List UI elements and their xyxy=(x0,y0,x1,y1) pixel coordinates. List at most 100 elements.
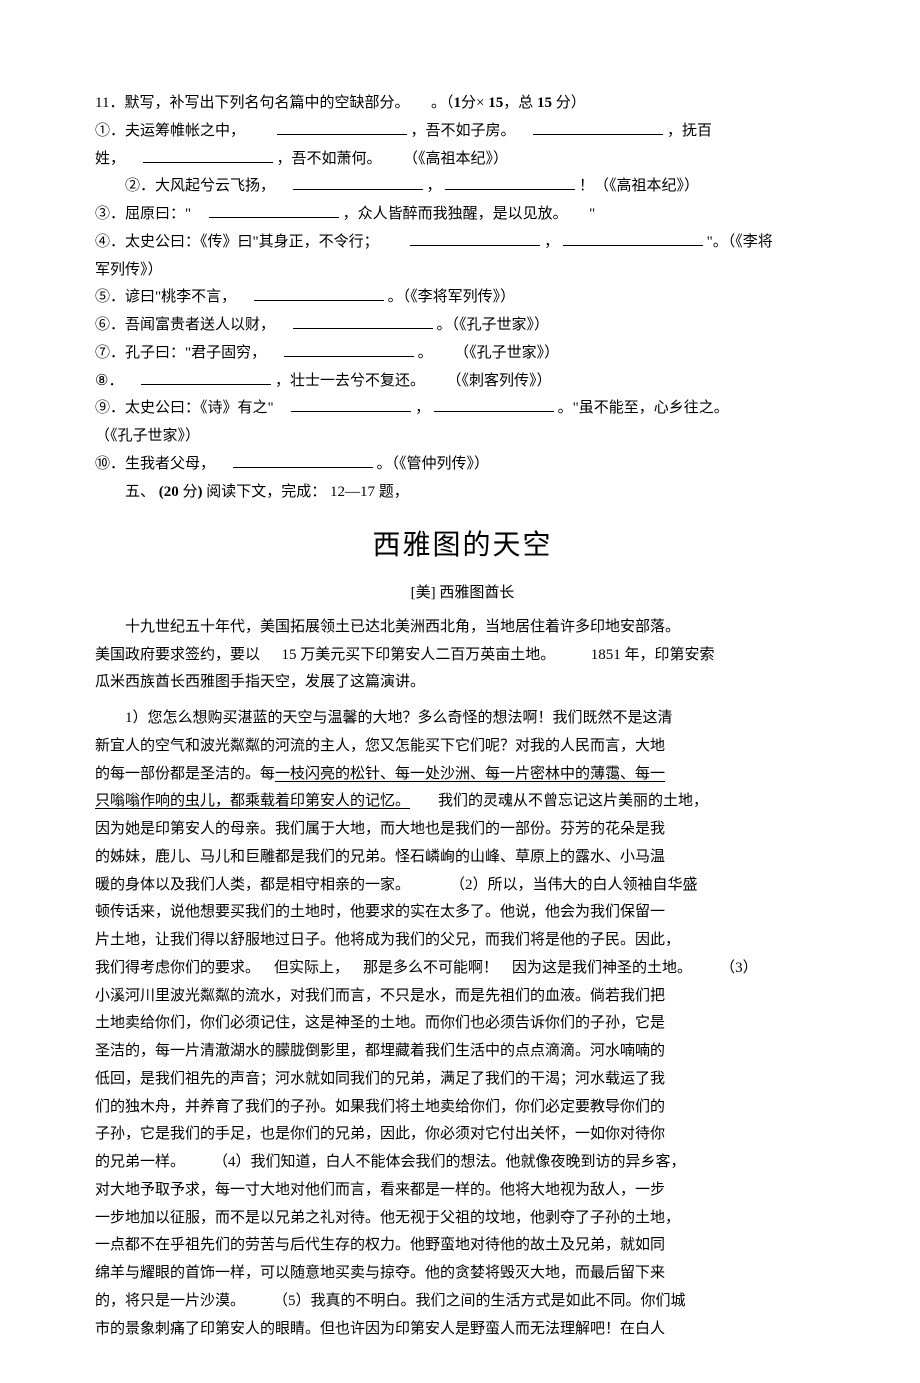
blank xyxy=(563,230,703,246)
q11-head-d: 分× xyxy=(461,95,484,111)
q11-l5b: 。（《李将军列传》） xyxy=(388,289,516,305)
essay-line: 一步地加以征服，而不是以兄弟之礼对待。他无视于父祖的坟地，他剥夺了子孙的土地， xyxy=(95,1210,680,1226)
blank xyxy=(284,341,414,357)
q11-l4d: 军列传》） xyxy=(95,262,163,278)
q11-l2c: ！（《高祖本纪》） xyxy=(579,178,699,194)
q11-head-b: 。（ xyxy=(431,95,454,111)
q11-head-g: 15 xyxy=(533,95,556,111)
sec5-e: 阅读下文，完成： xyxy=(206,484,326,500)
blank xyxy=(254,285,384,301)
q11-l3b: ，众人皆醉而我独醒，是以见放。 xyxy=(343,206,568,222)
essay-line: 的兄弟一样。 xyxy=(95,1154,185,1170)
q11-item-7: ⑦．孔子曰："君子固穷， 。 （《孔子世家》） xyxy=(95,340,830,368)
q11-heading: 11．默写，补写出下列名句名篇中的空缺部分。 。（1分× 15，总 15 分） xyxy=(95,90,830,118)
essay-underline: 一枝闪亮的松针、每一处沙洲、每一片密林中的薄霭、每一 xyxy=(275,766,665,782)
intro-p3: 瓜米西族酋长西雅图手指天空，发展了这篇演讲。 xyxy=(95,669,830,697)
essay-line: （3） xyxy=(720,960,758,976)
essay-line: 的每一部份都是圣洁的。每 xyxy=(95,766,275,782)
essay-line: 我们的灵魂从不曾忘记这片美丽的土地， xyxy=(438,793,708,809)
q11-l1a: ①．夫运筹帷帐之中， xyxy=(95,123,245,139)
blank xyxy=(533,119,663,135)
q11-item-5: ⑤．谚曰"桃李不言， 。（《李将军列传》） xyxy=(95,284,830,312)
essay-underline: 只嗡嗡作响的虫儿，都乘载着印第安人的记忆。 xyxy=(95,793,410,809)
essay-line: 我们得考虑你们的要求。 xyxy=(95,960,260,976)
q11-l8a: ⑧． xyxy=(95,373,123,389)
q11-head-c: 1 xyxy=(453,95,461,111)
q11-l9d: （《孔子世家》） xyxy=(95,428,200,444)
q11-item-4b: 军列传》） xyxy=(95,257,830,285)
q11-l2a: ②．大风起兮云飞扬， xyxy=(125,178,275,194)
blank xyxy=(293,174,423,190)
sec5-f: 12—17 题， xyxy=(330,484,409,500)
q11-l3c: " xyxy=(589,206,595,222)
q11-item-2: ②．大风起兮云飞扬， ， ！（《高祖本纪》） xyxy=(95,173,830,201)
essay-line: 1）您怎么想购买湛蓝的天空与温馨的大地？多么奇怪的想法啊！我们既然不是这清 xyxy=(125,710,673,726)
q11-l9b: ， xyxy=(415,400,430,416)
essay-line: （4）我们知道，白人不能体会我们的想法。他就像夜晚到访的异乡客， xyxy=(213,1154,686,1170)
q11-l1e: ，吾不如萧何。 xyxy=(277,151,382,167)
intro-p1: 十九世纪五十年代，美国拓展领土已达北美洲西北角，当地居住着许多印地安部落。 xyxy=(95,614,830,642)
essay-line: 片土地，让我们得以舒服地过日子。他将成为我们的父兄，而我们将是他的子民。因此， xyxy=(95,932,680,948)
q11-head-f: ，总 xyxy=(503,95,533,111)
sec5-d: ) xyxy=(198,484,203,500)
blank xyxy=(141,369,271,385)
essay-line: 那是多么不可能啊！ xyxy=(363,960,498,976)
intro-p2a: 美国政府要求签约，要以 xyxy=(95,647,260,663)
q11-l7a: ⑦．孔子曰："君子固穷， xyxy=(95,345,266,361)
essay-line: 顿传话来，说他想要买我们的土地时，他要求的实在太多了。他说，他会为我们保留一 xyxy=(95,904,665,920)
q11-item-8: ⑧． ，壮士一去兮不复还。 （《刺客列传》） xyxy=(95,368,830,396)
essay-line: 一点都不在乎祖先们的劳苦与后代生存的权力。他野蛮地对待他的故土及兄弟，就如同 xyxy=(95,1237,665,1253)
q11-l7c: （《孔子世家》） xyxy=(454,345,559,361)
q11-item-9: ⑨．太史公曰：《诗》有之" ， 。"虽不能至，心乡往之。 xyxy=(95,395,830,423)
q11-item-3: ③．屈原曰：" ，众人皆醉而我独醒，是以见放。 " xyxy=(95,201,830,229)
blank xyxy=(293,313,433,329)
essay-line: 新宜人的空气和波光粼粼的河流的主人，您又怎能买下它们呢？对我的人民而言，大地 xyxy=(95,738,665,754)
q11-item-6: ⑥．吾闻富贵者送人以财， 。（《孔子世家》） xyxy=(95,312,830,340)
q11-l4c: "。（《李将 xyxy=(707,234,773,250)
sec5-b: (20 xyxy=(159,484,179,500)
q11-l8c: （《刺客列传》） xyxy=(446,373,551,389)
blank xyxy=(291,396,411,412)
section-5-heading: 五、 (20 分) 阅读下文，完成： 12—17 题， xyxy=(95,479,830,507)
essay-title: 西雅图的天空 xyxy=(95,520,830,572)
q11-l1d: 姓， xyxy=(95,151,125,167)
essay-line: 子孙，它是我们的手足，也是你们的兄弟，因此，你必须对它付出关怀，一如你对待你 xyxy=(95,1126,665,1142)
q11-l7b: 。 xyxy=(418,345,433,361)
essay-line: 绵羊与耀眼的首饰一样，可以随意地买卖与掠夺。他的贪婪将毁灭大地，而最后留下来 xyxy=(95,1265,665,1281)
blank xyxy=(277,119,407,135)
essay-line: 市的景象刺痛了印第安人的眼睛。但也许因为印第安人是野蛮人而无法理解吧！在白人 xyxy=(95,1321,665,1337)
q11-item-4: ④．太史公曰：《传》曰"其身正，不令行； ， "。（《李将 xyxy=(95,229,830,257)
essay-line: 土地卖给你们，你们必须记住，这是神圣的土地。而你们也必须告诉你们的子孙，它是 xyxy=(95,1015,665,1031)
essay-line: 暖的身体以及我们人类，都是相守相亲的一家。 xyxy=(95,877,410,893)
essay-line: 但实际上， xyxy=(274,960,349,976)
essay-line: 低回，是我们祖先的声音；河水就如同我们的兄弟，满足了我们的干渴；河水载运了我 xyxy=(95,1071,665,1087)
blank xyxy=(445,174,575,190)
q11-l3a: ③．屈原曰：" xyxy=(95,206,191,222)
sec5-c: 分 xyxy=(183,484,198,500)
q11-l8b: ，壮士一去兮不复还。 xyxy=(275,373,425,389)
q11-l4a: ④．太史公曰：《传》曰"其身正，不令行； xyxy=(95,234,379,250)
essay-line: 们的独木舟，并养育了我们的子孙。如果我们将土地卖给你们，你们必定要教导你们的 xyxy=(95,1099,665,1115)
q11-head-e: 15 xyxy=(488,95,503,111)
q11-l1b: ，吾不如子房。 xyxy=(411,123,516,139)
blank xyxy=(434,396,554,412)
q11-head-h: 分） xyxy=(556,95,586,111)
blank xyxy=(143,147,273,163)
q11-l10b: 。（《管仲列传》） xyxy=(377,456,490,472)
q11-l9a: ⑨．太史公曰：《诗》有之" xyxy=(95,400,274,416)
q11-item-10: ⑩．生我者父母， 。（《管仲列传》） xyxy=(95,451,830,479)
q11-head-a: 11．默写，补写出下列名句名篇中的空缺部分。 xyxy=(95,95,409,111)
q11-item-1: ①．夫运筹帷帐之中， ，吾不如子房。 ，抚百 xyxy=(95,118,830,146)
q11-l2b: ， xyxy=(427,178,442,194)
intro-p2b: 15 万美元买下印第安人二百万英亩土地。 xyxy=(282,647,556,663)
blank xyxy=(410,230,540,246)
essay-line: 小溪河川里波光粼粼的流水，对我们而言，不只是水，而是先祖们的血液。倘若我们把 xyxy=(95,988,665,1004)
q11-l9c: 。"虽不能至，心乡往之。 xyxy=(558,400,729,416)
essay-body: 1）您怎么想购买湛蓝的天空与温馨的大地？多么奇怪的想法啊！我们既然不是这清 新宜… xyxy=(95,705,830,1343)
q11-l5a: ⑤．谚曰"桃李不言， xyxy=(95,289,236,305)
blank xyxy=(233,452,373,468)
q11-l6a: ⑥．吾闻富贵者送人以财， xyxy=(95,317,275,333)
q11-l10a: ⑩．生我者父母， xyxy=(95,456,215,472)
blank xyxy=(209,202,339,218)
intro-p2c: 1851 年，印第安索 xyxy=(591,647,715,663)
